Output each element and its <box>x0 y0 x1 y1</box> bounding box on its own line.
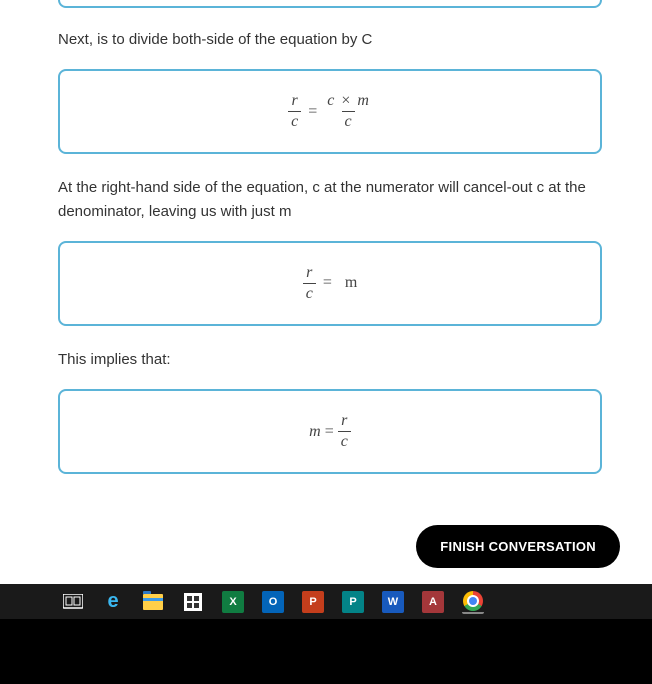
equation-1: r c = c × m c <box>288 93 372 130</box>
eq1-right-c: c <box>327 92 334 109</box>
task-view-icon[interactable] <box>62 591 84 613</box>
eq1-left-den: c <box>288 111 301 130</box>
eq1-left-num: r <box>289 93 301 111</box>
file-explorer-icon[interactable] <box>142 591 164 613</box>
black-footer-area <box>0 619 652 684</box>
equation-box-1: r c = c × m c <box>58 69 602 154</box>
eq3-num: r <box>338 413 350 431</box>
explanation-text-3: This implies that: <box>58 348 602 371</box>
eq2-rhs: m <box>345 274 357 292</box>
eq1-right-den: c <box>342 111 355 130</box>
access-icon[interactable]: A <box>422 591 444 613</box>
finish-conversation-button[interactable]: FINISH CONVERSATION <box>416 525 620 568</box>
eq3-den: c <box>338 431 351 450</box>
eq3-equals: = <box>325 423 334 441</box>
publisher-icon[interactable]: P <box>342 591 364 613</box>
equation-box-2: r c = m <box>58 241 602 326</box>
equation-3: m = r c <box>309 413 351 450</box>
edge-icon[interactable]: e <box>102 591 124 613</box>
windows-taskbar: e X O P P W A <box>0 584 652 619</box>
eq2-num: r <box>303 265 315 283</box>
powerpoint-icon[interactable]: P <box>302 591 324 613</box>
equation-2: r c = m <box>303 265 358 302</box>
excel-icon[interactable]: X <box>222 591 244 613</box>
eq1-times: × <box>341 92 350 109</box>
previous-equation-box-partial <box>58 0 602 8</box>
explanation-text-2: At the right-hand side of the equation, … <box>58 176 602 223</box>
chrome-icon[interactable] <box>462 592 484 614</box>
microsoft-store-icon[interactable] <box>182 591 204 613</box>
outlook-icon[interactable]: O <box>262 591 284 613</box>
eq3-lhs: m <box>309 423 321 441</box>
explanation-text-1: Next, is to divide both-side of the equa… <box>58 28 602 51</box>
equation-box-3: m = r c <box>58 389 602 474</box>
eq2-equals: = <box>323 274 332 292</box>
eq1-equals: = <box>308 103 317 121</box>
eq1-right-m: m <box>357 92 369 109</box>
eq2-den: c <box>303 283 316 302</box>
word-icon[interactable]: W <box>382 591 404 613</box>
